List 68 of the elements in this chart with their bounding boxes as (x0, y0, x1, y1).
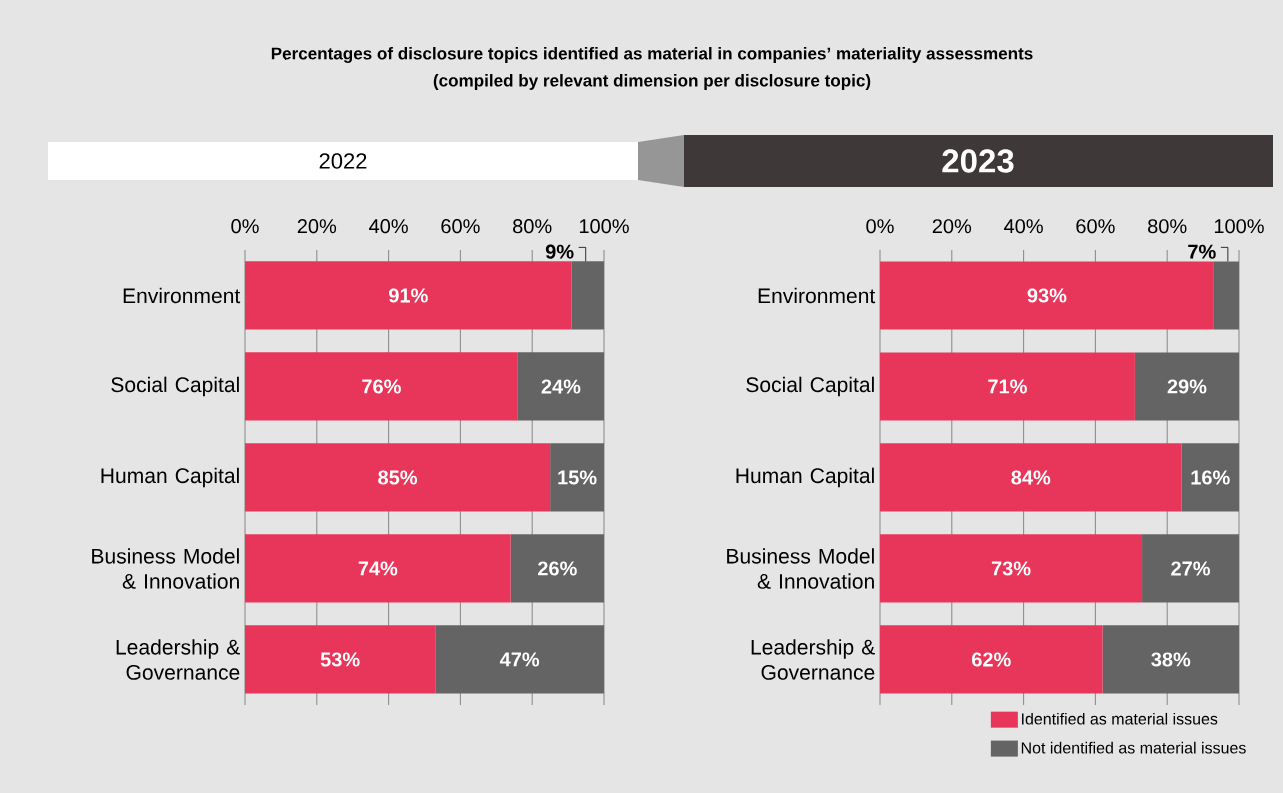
y-tick-label: Social Capital (111, 376, 239, 397)
data-label: 73% (991, 561, 1031, 576)
y-tick-label: Environment (123, 287, 241, 304)
x-tick-label: 0% (866, 219, 894, 234)
y-tick-label: Human Capital (101, 467, 239, 488)
bar (550, 443, 604, 512)
data-label: 29% (1167, 379, 1207, 394)
data-label: 47% (499, 652, 540, 667)
x-tick-label: 60% (1076, 219, 1115, 234)
bar (1134, 352, 1239, 421)
bar (1102, 625, 1239, 694)
data-label: 9% (545, 244, 574, 259)
data-label: 71% (988, 379, 1027, 394)
bar (880, 534, 1143, 603)
bar (435, 625, 604, 694)
bar (245, 534, 511, 603)
x-tick-label: 80% (1148, 219, 1187, 234)
bar (571, 261, 604, 330)
bar (880, 352, 1135, 421)
bar (880, 443, 1182, 512)
x-tick-label: 40% (1004, 219, 1043, 234)
text: Percentages of disclosure topics identified as material in companies’ materiality assessments (271, 47, 1033, 63)
x-tick-label: 20% (297, 219, 337, 234)
data-label: 24% (541, 379, 581, 394)
data-label: 38% (1151, 652, 1191, 667)
y-tick-label: Social Capital (746, 376, 874, 397)
x-tick-label: 20% (932, 219, 972, 234)
x-tick-label: 80% (513, 219, 552, 234)
data-label: 26% (538, 561, 577, 576)
bar (517, 352, 604, 421)
bar (1181, 443, 1239, 512)
x-tick-label: 40% (369, 219, 408, 234)
data-label: 27% (1171, 561, 1211, 576)
data-label: 91% (389, 288, 428, 303)
text: (compiled by relevant dimension per disclosure topic) (433, 74, 871, 90)
data-label: 15% (558, 470, 597, 485)
data-label: 16% (1191, 470, 1230, 485)
legend-label: Identified as material issues (1022, 712, 1218, 725)
chart-title: 2023 (942, 149, 1014, 173)
bar (880, 261, 1214, 330)
x-tick-label: 100% (1214, 219, 1264, 234)
y-tick-label: Leadership & Governance (116, 639, 240, 680)
data-label: 85% (378, 470, 418, 485)
y-tick-label: Environment (758, 287, 876, 304)
data-label: 93% (1027, 288, 1067, 303)
bar (510, 534, 604, 603)
bar (245, 352, 518, 421)
data-label: 53% (320, 652, 360, 667)
y-tick-label: Human Capital (736, 467, 874, 488)
data-label: 7% (1188, 244, 1216, 259)
bar (880, 625, 1103, 694)
bar (1142, 534, 1239, 603)
x-tick-label: 100% (579, 219, 629, 234)
data-label: 76% (362, 379, 401, 394)
y-tick-label: Leadership & Governance (751, 639, 875, 680)
legend-label: Not identified as material issues (1021, 741, 1246, 754)
x-tick-label: 0% (231, 219, 259, 234)
data-label: 84% (1011, 470, 1051, 485)
x-tick-label: 60% (441, 219, 480, 234)
bar (245, 443, 551, 512)
bar (1213, 261, 1239, 330)
y-tick-label: Business Model & Innovation (92, 548, 239, 589)
bar (245, 625, 436, 694)
text: 2022 (319, 153, 367, 169)
y-tick-label: Business Model & Innovation (727, 548, 874, 589)
data-label: 62% (972, 652, 1011, 667)
bar (245, 261, 572, 330)
data-label: 74% (358, 561, 398, 576)
